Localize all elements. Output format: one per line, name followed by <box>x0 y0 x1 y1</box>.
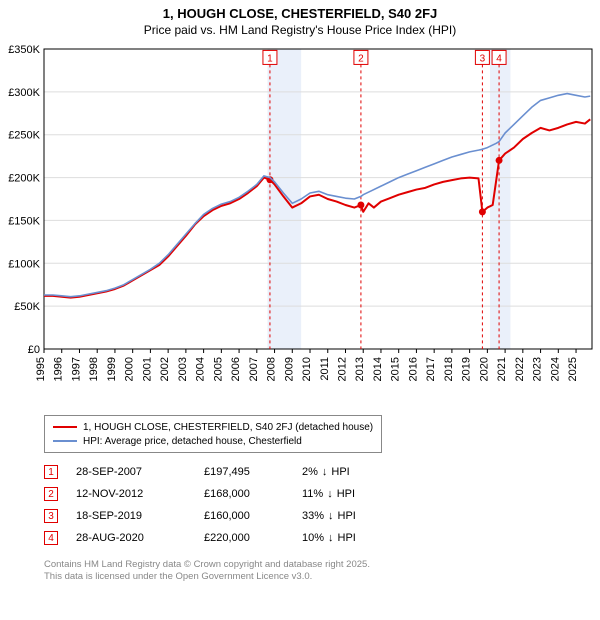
title-line-2: Price paid vs. HM Land Registry's House … <box>0 23 600 37</box>
svg-text:2007: 2007 <box>248 357 260 381</box>
transaction-marker: 3 <box>44 509 58 523</box>
legend-row: HPI: Average price, detached house, Ches… <box>53 434 373 448</box>
footer-line-2: This data is licensed under the Open Gov… <box>44 571 600 583</box>
transaction-row: 2 12-NOV-2012 £168,000 11%↓HPI <box>44 483 600 505</box>
transactions-table: 1 28-SEP-2007 £197,495 2%↓HPI 2 12-NOV-2012 £1… <box>44 461 600 549</box>
svg-text:2016: 2016 <box>407 357 419 381</box>
svg-text:1995: 1995 <box>35 357 47 381</box>
svg-text:1996: 1996 <box>53 357 65 381</box>
down-arrow-icon: ↓ <box>327 488 333 500</box>
svg-text:1998: 1998 <box>88 357 100 381</box>
transaction-price: £197,495 <box>204 466 284 478</box>
svg-text:2018: 2018 <box>443 357 455 381</box>
svg-text:3: 3 <box>480 53 486 64</box>
svg-text:2021: 2021 <box>496 357 508 381</box>
svg-text:2015: 2015 <box>390 357 402 381</box>
svg-text:1997: 1997 <box>70 357 82 381</box>
chart-title-block: 1, HOUGH CLOSE, CHESTERFIELD, S40 2FJ Pr… <box>0 0 600 39</box>
svg-text:£350K: £350K <box>8 44 40 56</box>
svg-text:2008: 2008 <box>266 357 278 381</box>
chart-area: £0 £50K £100K £150K £200K £250K £300K £350K 1995… <box>0 39 600 409</box>
svg-text:2012: 2012 <box>336 357 348 381</box>
footer-attribution: Contains HM Land Registry data © Crown c… <box>44 559 600 584</box>
svg-text:£300K: £300K <box>8 87 40 99</box>
svg-text:2014: 2014 <box>372 357 384 381</box>
svg-text:2002: 2002 <box>159 357 171 381</box>
legend-row: 1, HOUGH CLOSE, CHESTERFIELD, S40 2FJ (d… <box>53 420 373 434</box>
svg-text:£100K: £100K <box>8 258 40 270</box>
svg-text:4: 4 <box>496 53 502 64</box>
svg-text:2022: 2022 <box>514 357 526 381</box>
svg-text:2017: 2017 <box>425 357 437 381</box>
transaction-diff: 33%↓HPI <box>302 510 392 522</box>
chart-svg: £0 £50K £100K £150K £200K £250K £300K £350K 1995… <box>0 39 600 409</box>
svg-text:2024: 2024 <box>549 357 561 381</box>
svg-text:1999: 1999 <box>106 357 118 381</box>
svg-text:2000: 2000 <box>124 357 136 381</box>
transaction-price: £168,000 <box>204 488 284 500</box>
svg-text:£150K: £150K <box>8 215 40 227</box>
transaction-date: 12-NOV-2012 <box>76 488 186 500</box>
down-arrow-icon: ↓ <box>328 532 334 544</box>
transaction-diff: 10%↓HPI <box>302 532 392 544</box>
svg-text:2004: 2004 <box>195 357 207 381</box>
svg-text:£0: £0 <box>28 344 40 356</box>
legend-swatch <box>53 426 77 428</box>
down-arrow-icon: ↓ <box>322 466 328 478</box>
transaction-row: 1 28-SEP-2007 £197,495 2%↓HPI <box>44 461 600 483</box>
title-line-1: 1, HOUGH CLOSE, CHESTERFIELD, S40 2FJ <box>0 6 600 21</box>
svg-text:2011: 2011 <box>319 357 331 381</box>
svg-text:2013: 2013 <box>354 357 366 381</box>
svg-text:1: 1 <box>267 53 273 64</box>
transaction-price: £220,000 <box>204 532 284 544</box>
svg-text:2001: 2001 <box>141 357 153 381</box>
svg-text:2010: 2010 <box>301 357 313 381</box>
footer-line-1: Contains HM Land Registry data © Crown c… <box>44 559 600 571</box>
svg-text:2005: 2005 <box>212 357 224 381</box>
svg-text:2025: 2025 <box>567 357 579 381</box>
legend-label: HPI: Average price, detached house, Ches… <box>83 436 302 447</box>
transaction-date: 28-AUG-2020 <box>76 532 186 544</box>
svg-text:2020: 2020 <box>478 357 490 381</box>
legend: 1, HOUGH CLOSE, CHESTERFIELD, S40 2FJ (d… <box>44 415 382 453</box>
transaction-marker: 1 <box>44 465 58 479</box>
svg-text:2009: 2009 <box>283 357 295 381</box>
svg-text:2006: 2006 <box>230 357 242 381</box>
legend-label: 1, HOUGH CLOSE, CHESTERFIELD, S40 2FJ (d… <box>83 422 373 433</box>
svg-text:£200K: £200K <box>8 173 40 185</box>
svg-text:2019: 2019 <box>461 357 473 381</box>
transaction-marker: 4 <box>44 531 58 545</box>
svg-text:2: 2 <box>358 53 364 64</box>
transaction-diff: 11%↓HPI <box>302 488 392 500</box>
svg-text:£250K: £250K <box>8 130 40 142</box>
transaction-date: 18-SEP-2019 <box>76 510 186 522</box>
transaction-price: £160,000 <box>204 510 284 522</box>
svg-text:£50K: £50K <box>14 301 40 313</box>
transaction-marker: 2 <box>44 487 58 501</box>
down-arrow-icon: ↓ <box>328 510 334 522</box>
svg-text:2023: 2023 <box>532 357 544 381</box>
svg-text:2003: 2003 <box>177 357 189 381</box>
transaction-diff: 2%↓HPI <box>302 466 392 478</box>
transaction-date: 28-SEP-2007 <box>76 466 186 478</box>
transaction-row: 4 28-AUG-2020 £220,000 10%↓HPI <box>44 527 600 549</box>
transaction-row: 3 18-SEP-2019 £160,000 33%↓HPI <box>44 505 600 527</box>
legend-swatch <box>53 440 77 442</box>
